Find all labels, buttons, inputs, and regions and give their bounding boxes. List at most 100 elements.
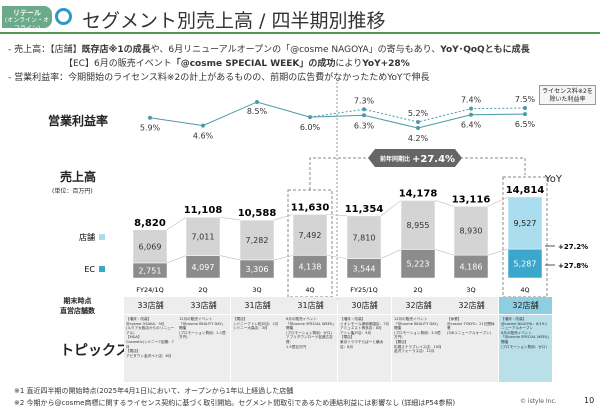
margin-point (523, 112, 527, 117)
quarter-column: 33店舗 【増床・改装】 @cosme OSAKA：9月 (ルクア大阪店からのリニ… (124, 297, 177, 382)
margin-ex-point (362, 107, 366, 112)
quarter-column: 31店舗 6月の販売イベント 「@cosme SPECIAL WEEK」開催 (プ… (284, 297, 337, 382)
topic-text: 【休業】 @cosme TOKYO：21日間休業 (3/8リニューアルオープン) (447, 317, 495, 335)
unit-label: (単位：百万円) (52, 188, 93, 195)
callout-value: +27.4% (412, 154, 455, 165)
connector-line (326, 255, 348, 259)
ec-value-label: 4,138 (299, 263, 322, 272)
margin-label: 営業利益率 (48, 114, 109, 128)
ec-value-label: 4,186 (460, 263, 483, 272)
connector-line (487, 248, 509, 256)
bar-store (453, 206, 489, 256)
bar-store (132, 229, 168, 264)
store-count: 32店舗 (499, 297, 552, 315)
topic-text: 6月の販売イベント 「@cosme SPECIAL WEEK」開催 (プロモーシ… (286, 317, 335, 349)
margin-point (308, 115, 312, 120)
yoy-callout (368, 149, 462, 167)
quarter-column: 33店舗 12月の販売イベント 「@cosme BEAUTY DAY」開催 (プロ… (177, 297, 230, 382)
margin-ex-point (469, 106, 473, 111)
sales-margin-chart: 前年同期比 +27.4% 2,751 6,069 8,820 FY24/1Q 4,097 7,… (79, 82, 588, 300)
topics-label: トピックス (60, 343, 130, 359)
title-divider (0, 32, 600, 34)
connector-line (219, 255, 241, 261)
yoy-store: +27.2% (558, 243, 588, 251)
bar-ec (507, 248, 543, 279)
yoy-ec: +27.8% (558, 262, 588, 270)
callout-connector (309, 157, 375, 190)
sales-label: 売上高 (60, 170, 97, 184)
topic-text: 12月の販売イベント 「@cosme BEAUTY DAY」開催 (プロモーショ… (179, 317, 226, 340)
segment-badge: リテール (オンライン・オフライン) (2, 6, 52, 32)
total-label: 14,814 (506, 185, 545, 196)
store-value-label: 9,527 (514, 219, 537, 228)
margin-ex-license-line (309, 107, 526, 123)
total-label: 11,108 (184, 205, 223, 216)
connector-line (434, 249, 455, 256)
category-label: 4Q (520, 286, 529, 294)
topic-text: 【増床・改装】 @cosme NAGOYA：6/19リニューアルオープン 6月の… (501, 317, 550, 349)
store-value-label: 7,810 (353, 233, 376, 242)
callout-prefix: 前年同期比 (380, 155, 410, 163)
quarter-column: 32店舗【休業】 @cosme TOKYO：21日間休業 (3/8リニューアルオ… (445, 297, 498, 382)
bar-store (185, 216, 221, 256)
category-label: 3Q (252, 286, 261, 294)
ec-value-label: 3,544 (353, 264, 376, 273)
total-label: 8,820 (134, 218, 166, 229)
connector-line (487, 196, 509, 207)
category-label: 3Q (466, 286, 475, 294)
margin-point (201, 123, 205, 128)
category-label: FY25/1Q (350, 286, 377, 294)
margin-point (148, 115, 152, 120)
bar-ec (400, 249, 436, 279)
total-label: 14,178 (399, 188, 438, 199)
category-label: 2Q (198, 286, 207, 294)
store-value-label: 6,069 (139, 242, 162, 251)
margin-ex-value: 7.4% (461, 96, 482, 105)
store-count: 32店舗 (445, 297, 498, 315)
store-value-label: 8,930 (460, 227, 483, 236)
store-count: 31店舗 (284, 297, 337, 315)
margin-ex-point (523, 106, 527, 111)
margin-point (362, 113, 366, 118)
margin-point (416, 126, 420, 131)
footnote-2: ※2 今期から@cosme商標に関するライセンス契約に基づく取引開始。セグメント… (14, 399, 456, 407)
quarter-column: 32店舗 12月の販売イベント 「@cosme BEAUTY DAY」開催 (プロ… (392, 297, 445, 382)
connector-line (166, 216, 187, 231)
quarter-column: 31店舗【閉店】 シドニーアトレ松戸店：1月 シドニー大森店：3月 (231, 297, 284, 382)
margin-line (149, 101, 526, 129)
bar-store (292, 214, 328, 256)
callout-connector (455, 157, 526, 175)
total-label: 11,630 (291, 202, 330, 213)
connector-line (326, 214, 348, 217)
margin-ex-point (416, 119, 420, 124)
badge-title: リテール (13, 9, 41, 17)
legend-store-label: 店舗 (79, 232, 95, 242)
store-count: 30店舗 (338, 297, 391, 315)
total-label: 11,354 (345, 204, 384, 215)
quarter-column: 30店舗【増床・改装】 イオンモール浦和美園店：7月 アミュエスト博多店：8月 … (338, 297, 391, 382)
category-label: 4Q (305, 286, 314, 294)
ec-value-label: 5,287 (514, 260, 537, 269)
bar-store (507, 196, 543, 250)
margin-ex-value: 7.3% (354, 96, 375, 105)
ec-value-label: 2,751 (139, 266, 162, 275)
footnote-1: ※1 直近四半期の開始時点(2025年4月1日)において、オープンから1年以上経… (14, 387, 294, 395)
topic-text: 【閉店】 シドニーアトレ松戸店：1月 シドニー大森店：3月 (233, 317, 279, 331)
margin-ex-value: 5.2% (408, 109, 429, 118)
legend-store-swatch (99, 234, 105, 240)
margin-value: 6.0% (300, 123, 321, 132)
topic-text: 12月の販売イベント 「@cosme BEAUTY DAY」開催 (プロモーショ… (394, 317, 442, 354)
connector-line (273, 214, 294, 221)
topic-text: 【増床・改装】 イオンモール浦和美園店：7月 アミュエスト博多店：8月 アトレ亀… (340, 317, 390, 349)
circle-icon (55, 8, 72, 25)
margin-ex-value: 7.5% (515, 95, 536, 104)
margin-value: 6.4% (461, 121, 482, 130)
category-label: 2Q (413, 286, 422, 294)
bar-store (346, 215, 382, 259)
store-value-label: 7,282 (246, 236, 269, 245)
store-count: 32店舗 (392, 297, 445, 315)
margin-value: 6.3% (354, 121, 375, 130)
store-count: 31店舗 (231, 297, 284, 315)
margin-value: 8.5% (247, 107, 268, 116)
margin-value: 4.2% (408, 134, 429, 143)
